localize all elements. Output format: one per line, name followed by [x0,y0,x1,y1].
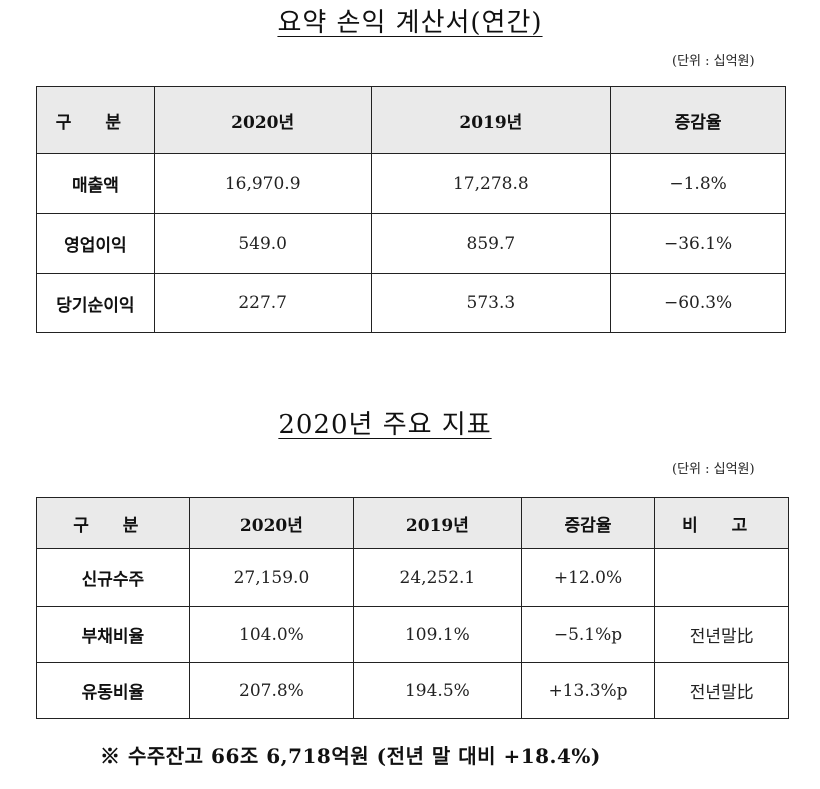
value-2020: 16,970.9 [153,153,372,214]
table-row: 부채비율 104.0% 109.1% −5.1%p 전년말比 [36,606,789,663]
value-2020: 549.0 [153,213,372,274]
key-indicators-title: 2020년 주요 지표 [278,410,492,440]
row-label: 유동비율 [36,662,190,719]
value-2020: 104.0% [188,606,355,663]
value-2019: 194.5% [353,662,522,719]
value-2019: 573.3 [370,273,612,333]
row-label: 매출액 [36,153,155,214]
value-2020: 207.8% [188,662,355,719]
header-category: 구 분 [36,86,155,154]
header-remarks: 비 고 [654,497,789,549]
value-2019: 859.7 [370,213,612,274]
header-2020: 2020년 [153,86,372,154]
header-2020: 2020년 [188,497,355,549]
value-change: −1.8% [610,153,786,214]
value-change: +12.0% [520,548,656,607]
value-change: −60.3% [610,273,786,333]
table-header-row: 구 분 2020년 2019년 증감율 비 고 [36,497,789,549]
header-2019: 2019년 [353,497,522,549]
value-remarks: 전년말比 [654,662,789,719]
table-row: 당기순이익 227.7 573.3 −60.3% [36,273,786,333]
table-row: 유동비율 207.8% 194.5% +13.3%p 전년말比 [36,662,789,719]
key-indicators-table: 구 분 2020년 2019년 증감율 비 고 신규수주 27,159.0 24… [36,497,789,719]
header-2019: 2019년 [370,86,612,154]
value-2020: 227.7 [153,273,372,333]
row-label: 영업이익 [36,213,155,274]
key-indicators-unit: (단위 : 십억원) [672,462,755,477]
income-statement-table: 구 분 2020년 2019년 증감율 매출액 16,970.9 17,278.… [36,86,786,333]
value-2019: 109.1% [353,606,522,663]
income-statement-unit: (단위 : 십억원) [672,54,755,69]
value-change: −5.1%p [520,606,656,663]
value-2020: 27,159.0 [188,548,355,607]
value-2019: 17,278.8 [370,153,612,214]
header-change: 증감율 [610,86,786,154]
table-header-row: 구 분 2020년 2019년 증감율 [36,86,786,154]
table-row: 신규수주 27,159.0 24,252.1 +12.0% [36,548,789,607]
table-row: 영업이익 549.0 859.7 −36.1% [36,213,786,274]
value-remarks [654,548,789,607]
income-statement-title: 요약 손익 계산서(연간) [277,8,543,38]
value-change: −36.1% [610,213,786,274]
order-backlog-footnote: ※ 수주잔고 66조 6,718억원 (전년 말 대비 +18.4%) [100,744,601,768]
table-row: 매출액 16,970.9 17,278.8 −1.8% [36,153,786,214]
value-2019: 24,252.1 [353,548,522,607]
row-label: 신규수주 [36,548,190,607]
value-change: +13.3%p [520,662,656,719]
row-label: 부채비율 [36,606,190,663]
value-remarks: 전년말比 [654,606,789,663]
row-label: 당기순이익 [36,273,155,333]
header-change: 증감율 [520,497,656,549]
header-category: 구 분 [36,497,190,549]
